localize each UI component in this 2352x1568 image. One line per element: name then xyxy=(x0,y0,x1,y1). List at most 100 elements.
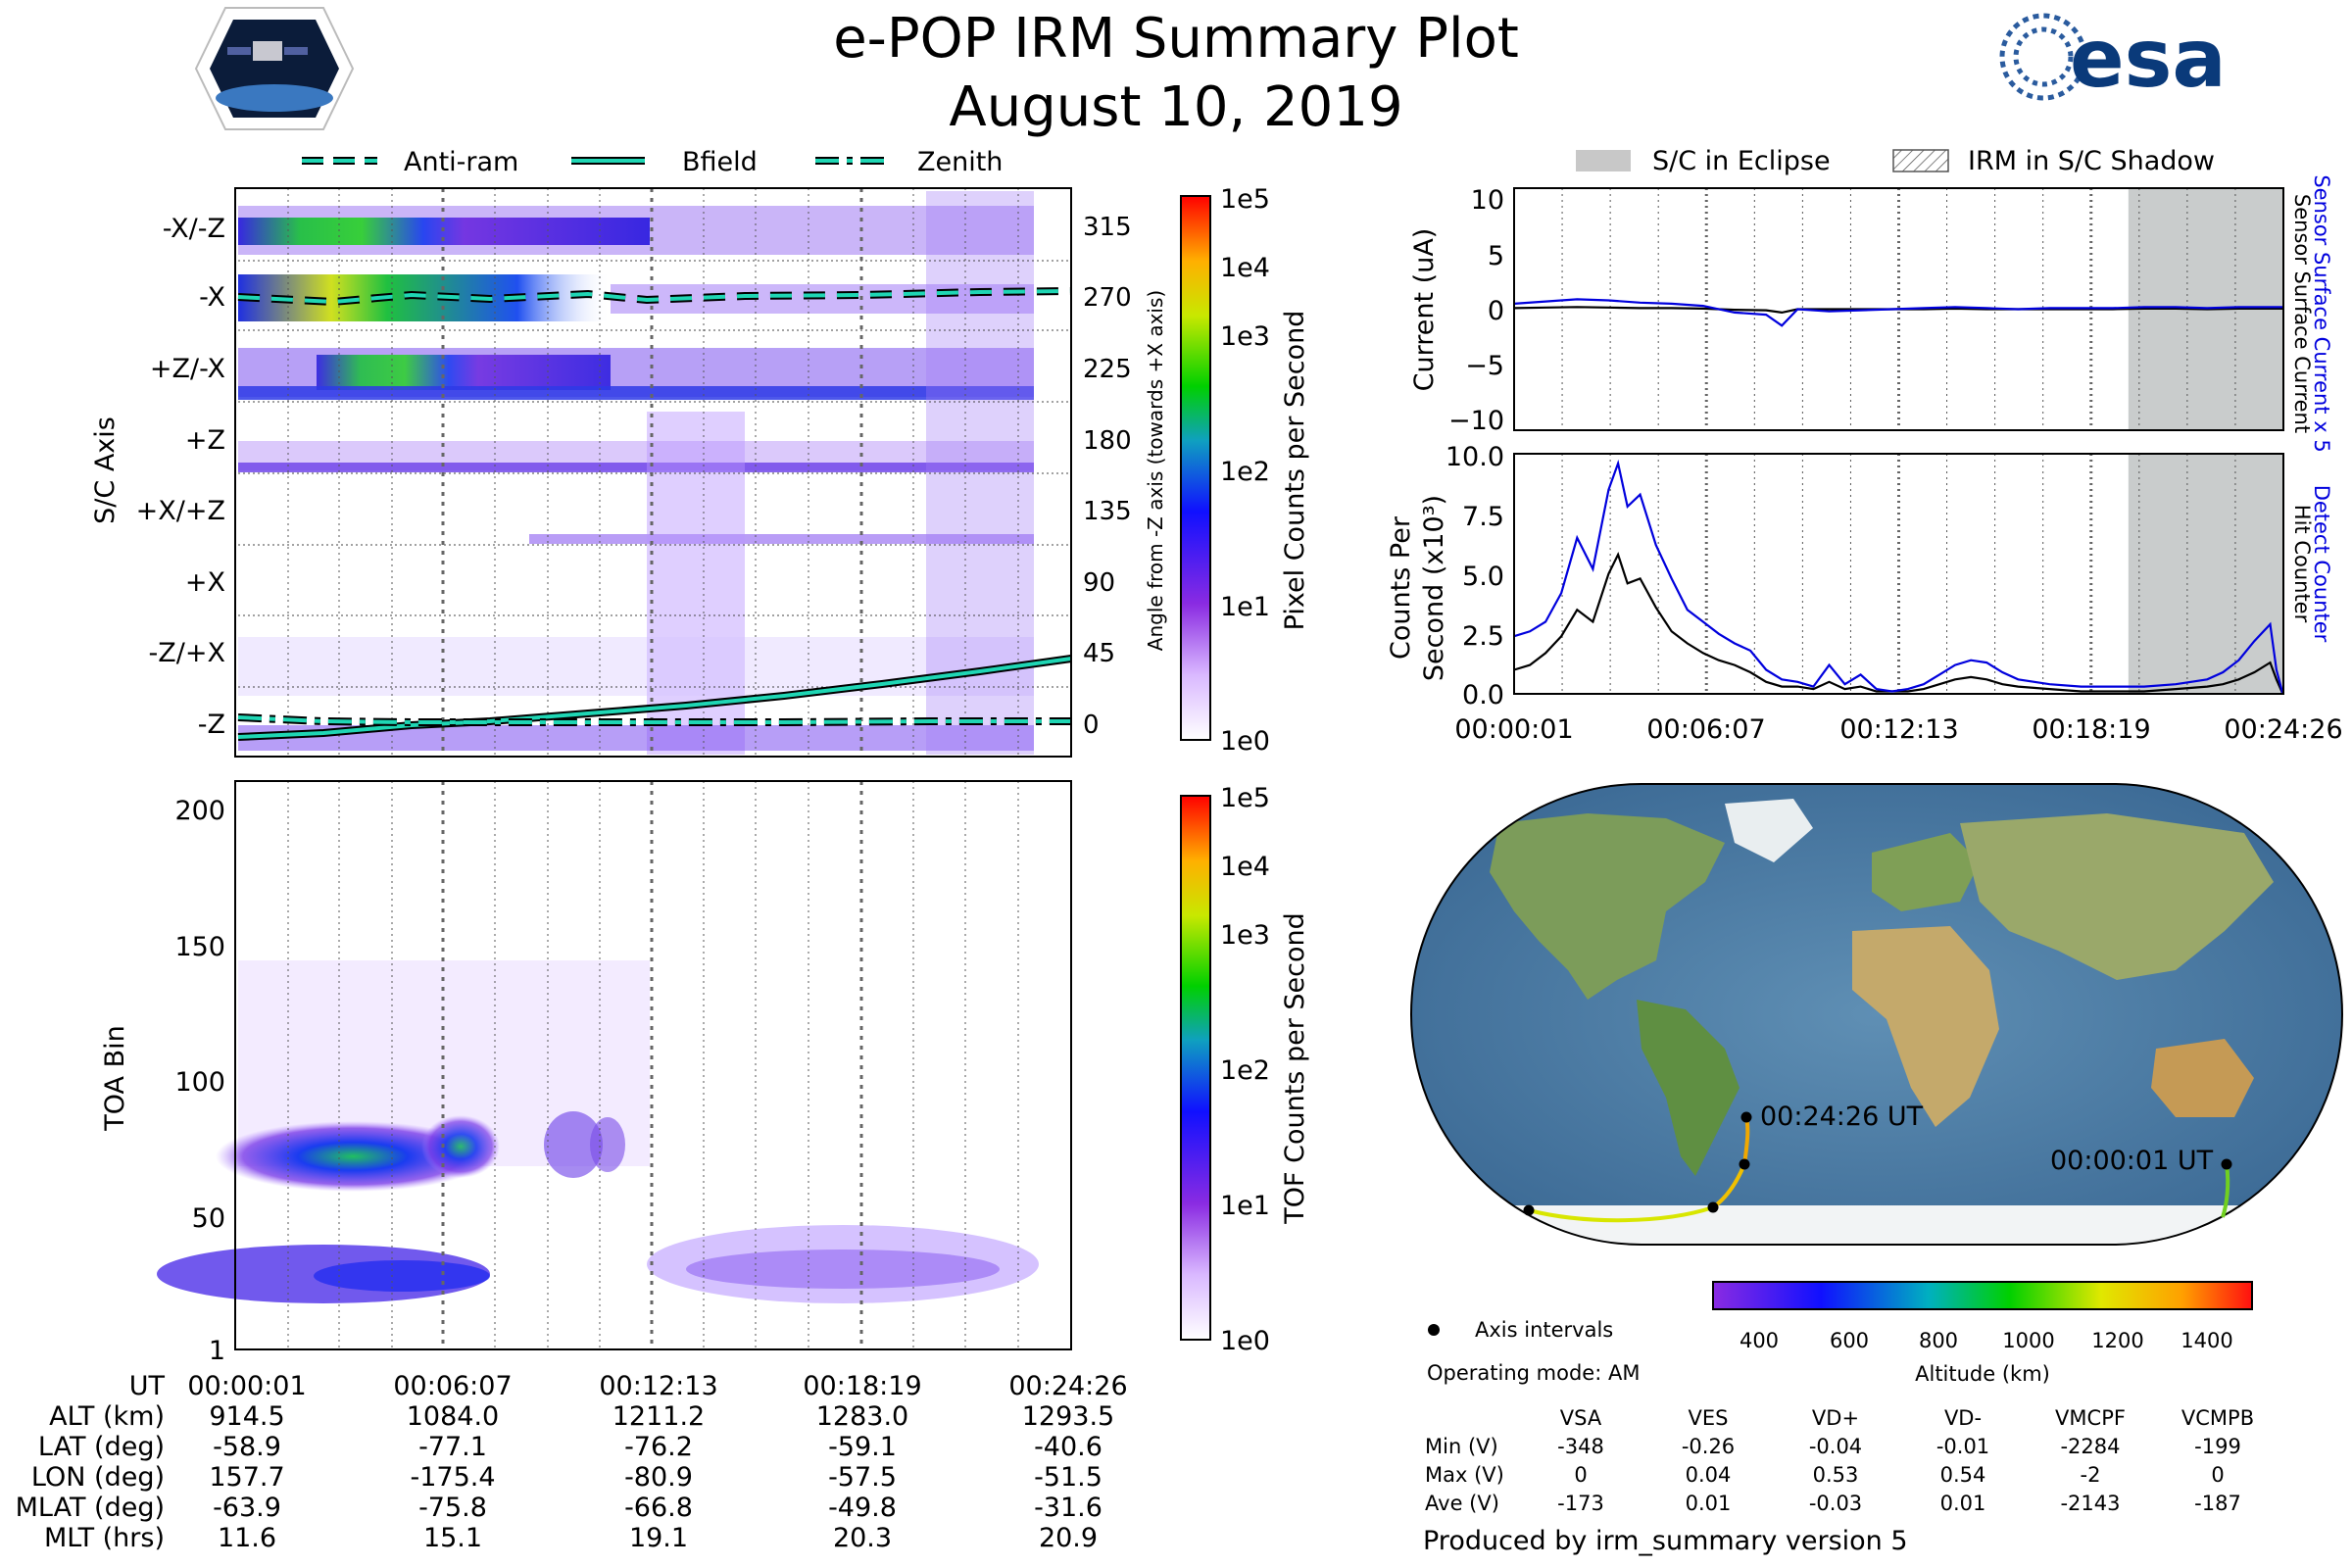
current-ytick: 0 xyxy=(1488,296,1504,326)
volt-col-header: VMCPF xyxy=(2055,1406,2126,1430)
volt-cell: 0 xyxy=(2211,1463,2224,1487)
axis-label: -X/-Z xyxy=(163,214,225,244)
cbar-tick: 1e0 xyxy=(1220,1326,1270,1356)
cbar-tick: 1e1 xyxy=(1220,1191,1270,1221)
ephem-cell: -63.9 xyxy=(213,1493,281,1523)
volt-cell: -348 xyxy=(1557,1435,1604,1458)
current-chart: 10 5 0 −5 −10 Current (uA) Sensor Surfac… xyxy=(1409,174,2333,452)
counts-ylabel-2: Second (x10³) xyxy=(1419,495,1449,681)
series-line-sensor-surface-current-x-5 xyxy=(1513,298,2283,327)
legend-antiram-label: Anti-ram xyxy=(404,147,518,177)
ephem-cell: 00:12:13 xyxy=(599,1371,717,1401)
tof-main-blob xyxy=(216,1121,490,1192)
tof-ylabel: TOA Bin xyxy=(100,1025,130,1131)
volt-col-header: VD+ xyxy=(1812,1406,1859,1430)
legend-left: Anti-ram Bfield Zenith xyxy=(302,147,1003,177)
altitude-colorbar: 400 600 800 1000 1200 1400 Altitude (km) xyxy=(1712,1281,2253,1386)
counts-chart: 10.0 7.5 5.0 2.5 0.0 Counts Per Second (… xyxy=(1386,442,2343,745)
cbar-tick: 1e2 xyxy=(1220,457,1270,487)
legend-zenith-label: Zenith xyxy=(917,147,1003,177)
ephem-cell: 157.7 xyxy=(209,1462,284,1493)
tof-ytick: 100 xyxy=(174,1067,225,1098)
esa-logo-text: esa xyxy=(2070,13,2227,106)
volt-row-label: Min (V) xyxy=(1425,1435,1498,1458)
current-right-label-1: Sensor Surface Current x 5 xyxy=(2310,174,2333,452)
tof-ytick: 200 xyxy=(174,796,225,826)
antarctica xyxy=(1411,1205,2342,1245)
volt-row-label: Max (V) xyxy=(1425,1463,1504,1487)
angle-label: 135 xyxy=(1083,497,1132,526)
cbar-tick: 1e1 xyxy=(1220,592,1270,622)
ephem-cell: -40.6 xyxy=(1034,1432,1102,1462)
counts-right-label-1: Detect Counter xyxy=(2310,485,2333,643)
greenland xyxy=(1725,799,1813,862)
antiram-line xyxy=(237,289,1072,305)
ephem-cell: 1084.0 xyxy=(407,1401,499,1432)
counts-ytick: 10.0 xyxy=(1446,442,1504,472)
alt-tick: 400 xyxy=(1740,1329,1779,1352)
australia xyxy=(2151,1039,2254,1117)
volt-cell: -2284 xyxy=(2060,1435,2120,1458)
pixel-cbar-label: Pixel Counts per Second xyxy=(1280,311,1310,631)
tof-ytick: 150 xyxy=(174,932,225,962)
ephem-cell: 20.9 xyxy=(1039,1523,1098,1553)
volt-cell: -173 xyxy=(1557,1492,1604,1515)
eclipse-region xyxy=(2128,454,2283,694)
current-ytick: 5 xyxy=(1488,241,1504,271)
tof-colorbar: 1e5 1e4 1e3 1e2 1e1 1e0 TOF Counts per S… xyxy=(1180,783,1310,1356)
volt-cell: -0.03 xyxy=(1809,1492,1862,1515)
ephem-cell: -77.1 xyxy=(418,1432,487,1462)
current-ytick: −5 xyxy=(1465,351,1504,381)
axis-intervals-label: Axis intervals xyxy=(1475,1318,1613,1342)
legend-hatch-swatch xyxy=(1892,149,1949,172)
volt-cell: -2143 xyxy=(2060,1492,2120,1515)
angle-label: 0 xyxy=(1083,710,1100,740)
cbar-tick: 1e3 xyxy=(1220,920,1270,951)
alt-cbar-label: Altitude (km) xyxy=(1915,1362,2050,1386)
ephem-cell: -59.1 xyxy=(828,1432,897,1462)
track-end-label: 00:24:26 UT xyxy=(1760,1102,1924,1132)
volt-cell: 0.53 xyxy=(1813,1463,1859,1487)
pixel-panel: -X/-Z -X +Z/-X +Z +X/+Z +X -Z/+X -Z 315 … xyxy=(90,187,1167,758)
orbit-track-segment xyxy=(1528,1205,1714,1223)
current-ylabel: Current (uA) xyxy=(1409,228,1440,392)
volt-col-header: VES xyxy=(1689,1406,1729,1430)
cbar-tick: 1e0 xyxy=(1220,726,1270,757)
counts-ytick: 2.5 xyxy=(1462,621,1504,652)
ephem-cell: -31.6 xyxy=(1034,1493,1102,1523)
angle-label: 315 xyxy=(1083,213,1132,242)
axis-label: +Z/-X xyxy=(150,354,225,384)
angle-label: 180 xyxy=(1083,426,1132,456)
axis-label: +Z xyxy=(185,425,225,456)
ephem-row-label: LAT (deg) xyxy=(38,1432,165,1462)
bfield-line xyxy=(237,657,1072,739)
volt-row-label: Ave (V) xyxy=(1425,1492,1499,1515)
ephem-row-label: LON (deg) xyxy=(31,1462,165,1493)
africa xyxy=(1852,926,1999,1127)
legend-eclipse-label: S/C in Eclipse xyxy=(1652,146,1831,176)
tof-ytick: 50 xyxy=(192,1203,225,1234)
angle-label: 90 xyxy=(1083,568,1115,598)
esa-logo: esa xyxy=(1999,13,2227,106)
europe xyxy=(1872,833,1980,911)
volt-col-header: VSA xyxy=(1560,1406,1602,1430)
cassiope-logo: CASSIOPE xyxy=(194,7,355,130)
ephem-cell: 1211.2 xyxy=(612,1401,705,1432)
counts-ytick: 0.0 xyxy=(1462,680,1504,710)
axis-interval-dot xyxy=(2221,1158,2232,1170)
pixel-right-ylabel: Angle from -Z axis (towards +X axis) xyxy=(1144,290,1167,651)
counts-right-label-2: Hit Counter xyxy=(2290,505,2314,623)
ephem-row-label: ALT (km) xyxy=(49,1401,165,1432)
tof-panel: 200 150 100 50 1 TOA Bin xyxy=(100,780,1072,1366)
ephem-row-label: UT xyxy=(129,1371,166,1401)
axis-label: -Z xyxy=(198,710,225,740)
counts-xtick: 00:24:26 xyxy=(2224,714,2342,745)
asia xyxy=(1960,813,2274,980)
cbar-tick: 1e2 xyxy=(1220,1055,1270,1086)
volt-cell: 0.01 xyxy=(1686,1492,1732,1515)
counts-xtick: 00:18:19 xyxy=(2032,714,2150,745)
ephem-cell: -75.8 xyxy=(418,1493,487,1523)
series-line-detect-counter xyxy=(1513,459,2284,695)
ephem-cell: 00:18:19 xyxy=(803,1371,921,1401)
